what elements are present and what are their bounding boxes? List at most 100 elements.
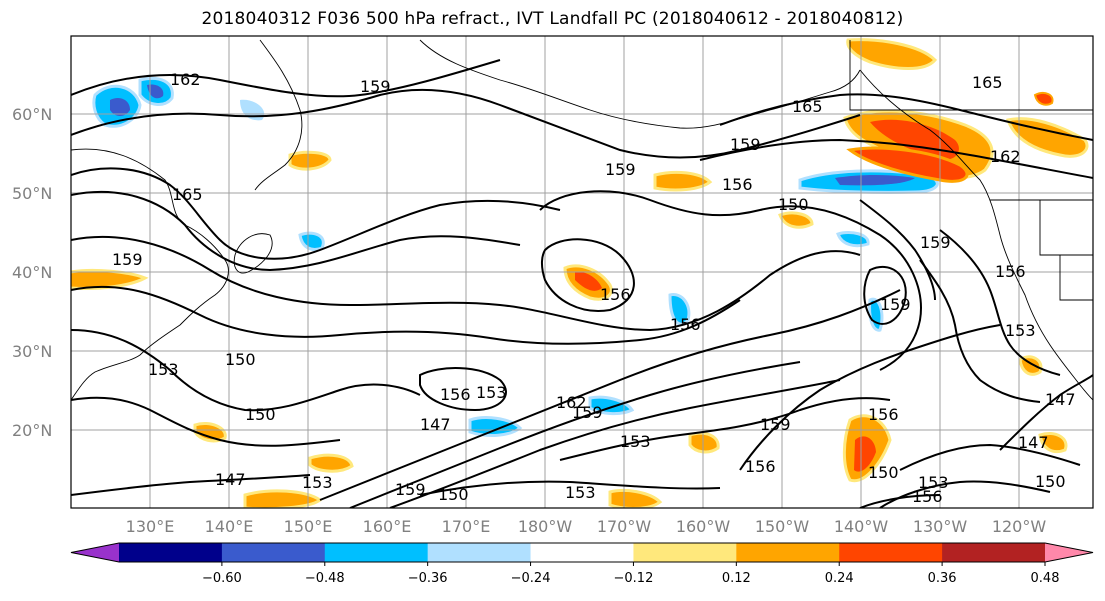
colorbar-tick-label: −0.36: [408, 571, 448, 586]
contour-label: 156: [600, 285, 631, 304]
contour-156-ring: [539, 190, 922, 371]
lat-label-30n: 30°N: [12, 342, 52, 361]
shade-south-neg: [468, 416, 523, 437]
colorbar-tick-label: 0.36: [928, 571, 957, 586]
contour-label: 159: [880, 295, 911, 314]
contour-162-mid: [71, 190, 521, 272]
longitude-labels: 130°E 140°E 150°E 160°E 170°E 180°W 170°…: [126, 517, 1047, 536]
shade-pnw-negative-core: [835, 175, 915, 186]
shade-midpacific-low-core: [575, 271, 602, 291]
shade-asia-ne-core: [147, 84, 164, 99]
map-frame: [70, 35, 1094, 509]
contour-label: 150: [225, 350, 256, 369]
contour-147-sw: [71, 474, 311, 496]
contour-156-mid: [71, 285, 741, 345]
lon-label: 140°W: [834, 517, 889, 536]
lon-label: 170°E: [442, 517, 491, 536]
lon-label: 130°E: [126, 517, 175, 536]
contour-gulf: [859, 199, 936, 301]
shade-south-neg2: [588, 395, 635, 416]
contour-150-se: [899, 443, 1081, 471]
latitude-labels: 60°N 50°N 40°N 30°N 20°N: [12, 105, 52, 440]
contour-label: 165: [172, 185, 203, 204]
contour-150-sw: [71, 396, 341, 447]
colorbar-swatch: [119, 543, 223, 562]
colorbar-outline: [70, 542, 1094, 563]
lon-label: 170°W: [597, 517, 652, 536]
lat-label-60n: 60°N: [12, 105, 52, 124]
colorbar-swatch: [839, 543, 943, 562]
shade-south-jet-pos2: [308, 453, 354, 473]
contour-east-loop: [863, 265, 907, 325]
contour-label: 150: [868, 463, 899, 482]
shade-gulf-alaska-top: [846, 38, 938, 70]
contour-label: 156: [670, 315, 701, 334]
contour-east-coast-2: [919, 259, 1041, 403]
lat-label-40n: 40°N: [12, 263, 52, 282]
shade-north-pacific-pos: [653, 170, 713, 192]
contour-label: 159: [760, 415, 791, 434]
lon-label: 120°W: [992, 517, 1047, 536]
contour-label: 159: [605, 160, 636, 179]
colorbar-swatch: [736, 543, 840, 562]
contour-label: 156: [440, 385, 471, 404]
graticule: [71, 36, 1093, 508]
contour-159-east: [699, 138, 1093, 179]
contour-150-south: [419, 480, 721, 496]
contour-159-mid: [71, 235, 861, 332]
contour-jet-2: [349, 361, 801, 508]
shade-canada-east: [1006, 117, 1089, 158]
contour-east-coast-1: [939, 229, 1061, 376]
contour-mid-lows: [541, 238, 635, 312]
shade-japan-neg: [298, 231, 325, 251]
contour-label: 153: [476, 383, 507, 402]
contour-162-north: [71, 59, 501, 98]
colorbar-tick-label: 0.48: [1031, 571, 1060, 586]
colorbar-swatch: [633, 543, 737, 562]
shade-mid-north-pos: [778, 211, 814, 229]
lon-label: 160°W: [676, 517, 731, 536]
colorbar: −0.60 −0.48 −0.36 −0.24 −0.12 0.12 0.24 0.36 0.4…: [70, 542, 1094, 586]
contour-label: 153: [918, 473, 949, 492]
map-title: 2018040312 F036 500 hPa refract., IVT La…: [201, 9, 904, 29]
coastlines: [71, 39, 1093, 401]
contour-label: 165: [792, 97, 823, 116]
coast-japan: [233, 233, 273, 274]
contour-159-se: [739, 324, 1001, 471]
colorbar-tick-label: 0.12: [722, 571, 751, 586]
contour-label: 159: [920, 233, 951, 252]
contour-label: 165: [972, 73, 1003, 92]
shade-south-jet-pos: [243, 489, 323, 508]
contour-label: 159: [572, 403, 603, 422]
colorbar-swatch: [530, 543, 634, 562]
colorbar-tick-label: −0.24: [511, 571, 551, 586]
colorbar-tick-label: 0.24: [825, 571, 854, 586]
shade-asia-nw-core: [110, 98, 130, 116]
contour-label: 147: [420, 415, 451, 434]
contour-165-mid: [71, 167, 561, 260]
contour-label: 150: [438, 485, 469, 504]
colorbar-extend-high: [1045, 543, 1093, 562]
contour-label: 153: [302, 473, 333, 492]
colorbar-tick-label: −0.12: [614, 571, 654, 586]
lon-label: 160°E: [363, 517, 412, 536]
contour-label: 150: [1035, 472, 1066, 491]
colorbar-extend-low: [71, 543, 119, 562]
contour-label: 150: [245, 405, 276, 424]
contour-label: 156: [868, 405, 899, 424]
contour-165-east: [719, 93, 1093, 141]
coast-asia: [71, 148, 229, 401]
contour-153-se: [559, 397, 891, 461]
lon-label: 130°W: [913, 517, 968, 536]
contour-label: 159: [360, 77, 391, 96]
lat-label-50n: 50°N: [12, 184, 52, 203]
contour-label: 153: [620, 432, 651, 451]
contour-label: 150: [778, 195, 809, 214]
contour-label: 156: [722, 175, 753, 194]
shade-kamchatka-neg: [240, 99, 265, 121]
coast-kamchatka: [254, 39, 303, 191]
contour-label: 156: [995, 262, 1026, 281]
contour-label: 156: [745, 457, 776, 476]
contour-label: 156: [912, 487, 943, 506]
